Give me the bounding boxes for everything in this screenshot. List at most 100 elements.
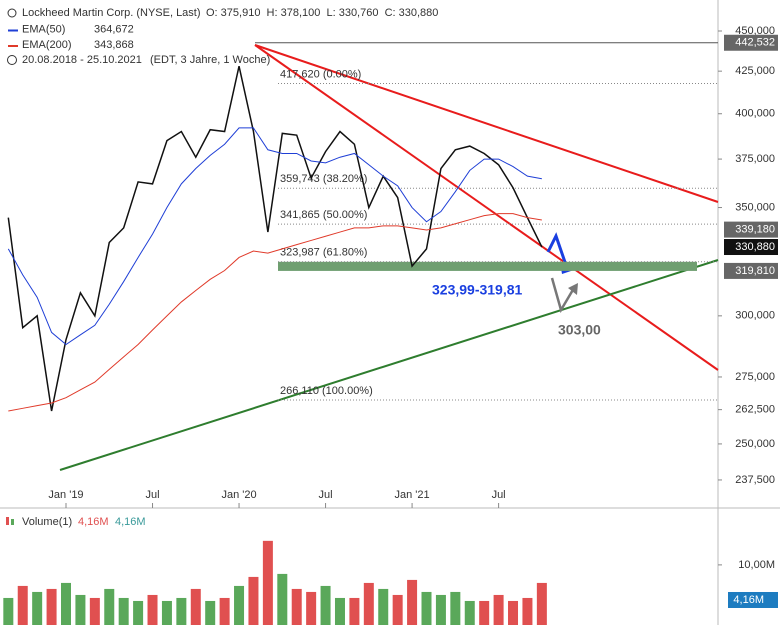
annotation: 303,00 [558, 322, 601, 338]
volume-bar [479, 600, 490, 625]
volume-bar [3, 597, 14, 625]
x-tick-label: Jul [319, 489, 333, 501]
fib-label: 323,987 (61.80%) [280, 247, 367, 259]
ohlc: O: 375,910 H: 378,100 L: 330,760 C: 330,… [206, 7, 438, 19]
volume-bar [450, 591, 461, 625]
legend-icon [7, 8, 17, 18]
volume-bar [219, 597, 230, 625]
volume-marker-label: 4,16M [733, 594, 764, 606]
volume-bar [32, 591, 43, 625]
volume-bar [104, 588, 115, 625]
volume-bar [118, 597, 129, 625]
volume-bar [61, 582, 71, 625]
arrow [546, 232, 569, 269]
volume-bar [161, 600, 172, 625]
volume-bar [522, 597, 533, 625]
volume-bar [378, 588, 389, 625]
volume-bar [147, 594, 158, 625]
y-tick-label: 237,500 [735, 474, 775, 486]
legend-value: 364,672 [94, 23, 134, 35]
price-marker [724, 262, 778, 279]
ema-line [7, 127, 542, 346]
support-zone [278, 261, 697, 271]
volume-bar [306, 591, 317, 625]
legend-value: 343,868 [94, 39, 134, 51]
fib-label: 359,743 (38.20%) [280, 173, 367, 185]
price-line [7, 66, 543, 412]
volume-bar [46, 588, 57, 625]
y-tick-label: 250,000 [735, 438, 775, 450]
price-marker [724, 221, 778, 238]
arrow [550, 277, 576, 314]
legend-swatch [8, 45, 18, 47]
y-tick-label: 10,00M [738, 559, 775, 571]
volume-bar [176, 597, 187, 625]
y-tick-label: 300,000 [735, 310, 775, 322]
volume-bar [205, 600, 216, 625]
date-range: 20.08.2018 - 25.10.2021 [22, 54, 142, 66]
annotation: 323,99-319,81 [432, 282, 523, 298]
fib-label: 341,865 (50.00%) [280, 209, 367, 221]
volume-bar [464, 600, 475, 625]
volume-bar [248, 576, 259, 625]
fib-label: 266,110 (100.00%) [280, 385, 373, 397]
x-tick-label: Jan '20 [221, 489, 256, 501]
price-marker-label: 330,880 [735, 241, 775, 253]
price-marker-label: 319,810 [735, 265, 775, 277]
legend-title: Lockheed Martin Corp. (NYSE, Last) [22, 7, 201, 19]
volume-bar [407, 579, 418, 625]
volume-bar [75, 594, 86, 625]
volume-bar [392, 594, 403, 625]
price-marker-label: 339,180 [735, 224, 775, 236]
x-tick-label: Jul [492, 489, 506, 501]
volume-bar [17, 585, 28, 625]
volume-bar [89, 597, 100, 625]
x-tick-label: Jan '21 [395, 489, 430, 501]
y-tick-label: 275,000 [735, 371, 775, 383]
volume-bar [421, 591, 432, 625]
volume-bar [435, 594, 446, 625]
date-details: (EDT, 3 Jahre, 1 Woche) [150, 54, 270, 66]
legend-swatch [11, 519, 14, 525]
fib-label: 417,620 (0.00%) [280, 68, 361, 80]
y-tick-label: 350,000 [735, 201, 775, 213]
volume-bar [262, 540, 273, 625]
ema-line [8, 213, 542, 412]
volume-bar [234, 585, 245, 625]
legend-value: 4,16M [78, 516, 109, 528]
volume-bar [349, 597, 360, 625]
trend-line [59, 259, 719, 471]
volume-bar [493, 594, 504, 625]
trend-line [254, 44, 719, 371]
legend-label: Volume(1) [22, 516, 72, 528]
volume-bar [334, 597, 345, 625]
volume-bar [190, 588, 201, 625]
legend-label: EMA(200) [22, 39, 72, 51]
price-marker [724, 34, 778, 51]
volume-bar [277, 573, 288, 625]
legend-swatch [8, 29, 18, 32]
legend-swatch [6, 517, 9, 525]
price-marker [724, 239, 778, 256]
price-marker-label: 442,532 [735, 37, 775, 49]
volume-bar [133, 600, 144, 625]
y-tick-label: 400,000 [735, 108, 775, 120]
y-tick-label: 450,000 [735, 25, 775, 37]
arrow-head [568, 283, 578, 295]
volume-bar [291, 588, 302, 625]
legend-label: EMA(50) [22, 23, 65, 35]
trend-line [254, 44, 719, 203]
volume-bar [320, 585, 331, 625]
y-tick-label: 425,000 [735, 65, 775, 77]
volume-marker [728, 591, 778, 608]
y-tick-label: 375,000 [735, 153, 775, 165]
x-tick-label: Jan '19 [48, 489, 83, 501]
x-tick-label: Jul [145, 489, 159, 501]
volume-bar [363, 582, 374, 625]
volume-bar [536, 582, 547, 625]
legend-value: 4,16M [115, 516, 146, 528]
y-tick-label: 262,500 [735, 404, 775, 416]
clock-icon [7, 55, 17, 65]
